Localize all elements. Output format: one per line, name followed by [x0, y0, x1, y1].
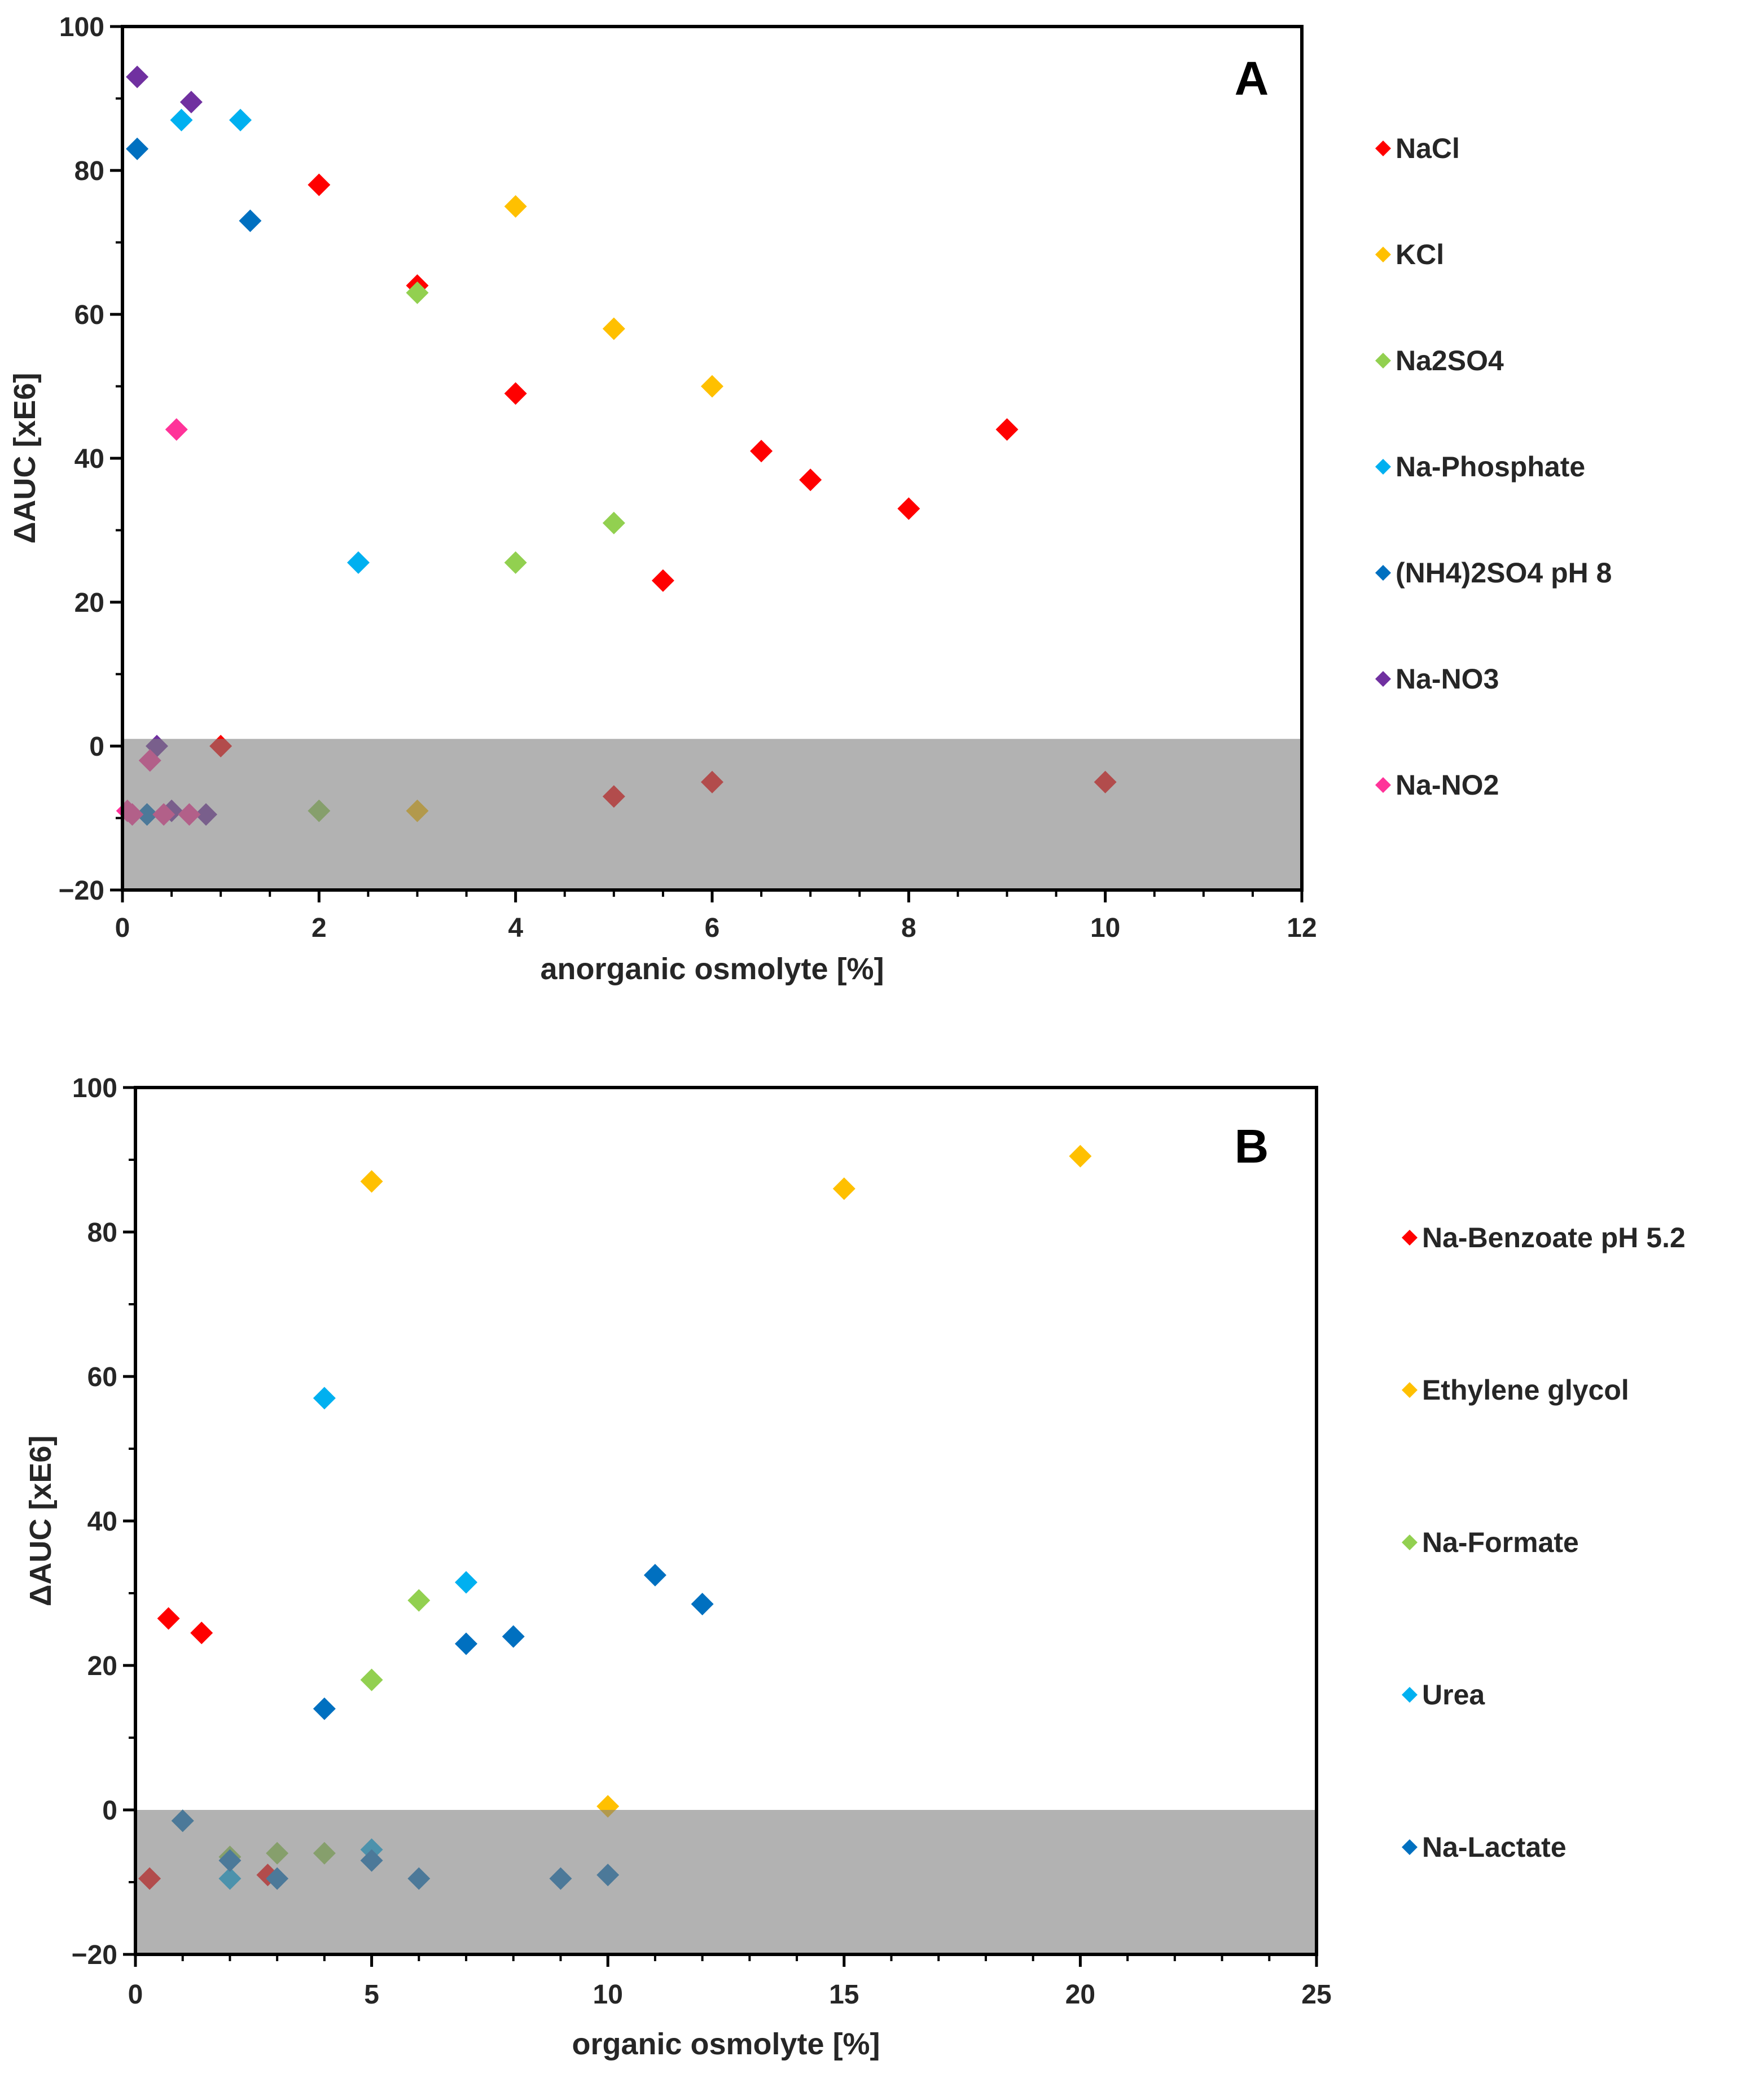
legend: NaCl KCl Na2SO4 Na-Phosphate (NH4)2SO4 pH 8 N…: [1375, 133, 1612, 801]
x-tick-label: 2: [311, 913, 327, 943]
legend-marker: [1402, 1535, 1418, 1550]
data-point: [165, 418, 188, 441]
legend-marker: [1402, 1230, 1418, 1246]
data-point: [504, 382, 527, 405]
legend: Na-Benzoate pH 5.2 Ethylene glycol Na-Form…: [1402, 1222, 1686, 1863]
legend-label: Na-NO3: [1396, 663, 1499, 695]
x-tick-label: 0: [128, 1980, 143, 2010]
y-tick-label: 80: [87, 1218, 117, 1248]
x-axis-label: organic osmolyte [%]: [572, 2027, 880, 2061]
y-tick-label: 20: [74, 588, 104, 618]
panel-label: A: [1235, 52, 1269, 105]
data-point: [455, 1632, 478, 1655]
data-point: [832, 1177, 855, 1200]
x-tick-label: 4: [508, 913, 523, 943]
x-tick-label: 15: [829, 1980, 859, 2010]
data-point: [190, 1621, 213, 1645]
legend-label: Urea: [1422, 1679, 1485, 1711]
y-tick-label: 40: [74, 444, 104, 474]
data-point: [406, 281, 429, 304]
legend-marker: [1402, 1382, 1418, 1398]
data-point: [701, 375, 723, 398]
legend-label: KCl: [1396, 239, 1444, 270]
legend-label: (NH4)2SO4 pH 8: [1396, 557, 1612, 589]
x-tick-label: 5: [364, 1980, 379, 2010]
y-axis-label: ΔAUC [xE6]: [8, 373, 42, 544]
legend-label: Ethylene glycol: [1422, 1374, 1629, 1406]
data-point: [126, 137, 149, 160]
legend-marker: [1375, 459, 1391, 475]
data-point: [799, 468, 822, 492]
data-point: [602, 317, 625, 340]
x-tick-label: 0: [115, 913, 130, 943]
y-tick-label: 80: [74, 156, 104, 186]
legend-label: Na-Formate: [1422, 1527, 1579, 1558]
y-tick-label: 60: [74, 300, 104, 330]
legend-label: Na-Lactate: [1422, 1831, 1567, 1863]
data-point: [126, 65, 149, 89]
y-tick-label: 40: [87, 1507, 117, 1537]
y-tick-label: 0: [102, 1796, 117, 1826]
legend-marker: [1375, 353, 1391, 369]
data-point: [313, 1387, 336, 1410]
chart-panel-a: −20 0 20 40 60 80 100 0 2 4 6 8 10 12 anorganic osmoly…: [8, 12, 1612, 986]
y-tick-label: 0: [89, 732, 104, 762]
y-tick-label: 100: [59, 12, 104, 42]
panel-label: B: [1235, 1120, 1269, 1173]
legend-marker: [1375, 565, 1391, 581]
legend-marker: [1375, 671, 1391, 687]
data-point: [504, 195, 527, 218]
legend-marker: [1375, 777, 1391, 793]
x-tick-label: 6: [705, 913, 720, 943]
legend-marker: [1402, 1839, 1418, 1855]
legend-label: Na-Benzoate pH 5.2: [1422, 1222, 1686, 1253]
data-point: [157, 1607, 180, 1630]
data-point: [691, 1593, 714, 1616]
x-tick-label: 25: [1301, 1980, 1331, 2010]
data-point: [1069, 1145, 1092, 1168]
y-tick-label: 20: [87, 1651, 117, 1681]
y-tick-label: 60: [87, 1362, 117, 1392]
data-point: [308, 173, 331, 196]
x-tick-label: 12: [1287, 913, 1317, 943]
x-tick-label: 10: [1090, 913, 1120, 943]
legend-marker: [1375, 247, 1391, 262]
data-point: [407, 1589, 431, 1612]
legend-label: Na-NO2: [1396, 769, 1499, 801]
legend-label: NaCl: [1396, 133, 1460, 164]
data-point: [179, 90, 203, 113]
data-point: [995, 418, 1019, 441]
data-point: [750, 440, 773, 463]
data-point: [360, 1170, 383, 1193]
data-point: [651, 569, 674, 592]
x-tick-label: 10: [593, 1980, 623, 2010]
data-point: [347, 551, 370, 574]
data-point: [504, 551, 527, 574]
data-point: [360, 1668, 383, 1691]
y-axis-label: ΔAUC [xE6]: [24, 1436, 58, 1607]
x-axis-label: anorganic osmolyte [%]: [540, 952, 884, 986]
shaded-region: [122, 739, 1302, 890]
data-point: [602, 511, 625, 534]
y-tick-label: 100: [72, 1073, 117, 1103]
x-tick-label: 8: [901, 913, 916, 943]
legend-marker: [1375, 141, 1391, 156]
y-tick-label: −20: [72, 1940, 117, 1970]
chart-panel-b: −20 0 20 40 60 80 100 0 5 10 15 20 25 organic osmolyt…: [24, 1073, 1686, 2061]
legend-label: Na2SO4: [1396, 345, 1504, 376]
y-tick-label: −20: [59, 876, 104, 906]
data-point: [313, 1697, 336, 1720]
legend-label: Na-Phosphate: [1396, 451, 1585, 483]
data-point: [229, 108, 252, 131]
data-point: [239, 209, 262, 233]
legend-marker: [1402, 1687, 1418, 1703]
data-point: [643, 1564, 666, 1586]
x-tick-label: 20: [1065, 1980, 1095, 2010]
data-point: [897, 497, 920, 520]
data-point: [502, 1625, 525, 1648]
data-point: [455, 1571, 478, 1594]
data-point: [170, 108, 193, 131]
shaded-region: [135, 1810, 1317, 1954]
